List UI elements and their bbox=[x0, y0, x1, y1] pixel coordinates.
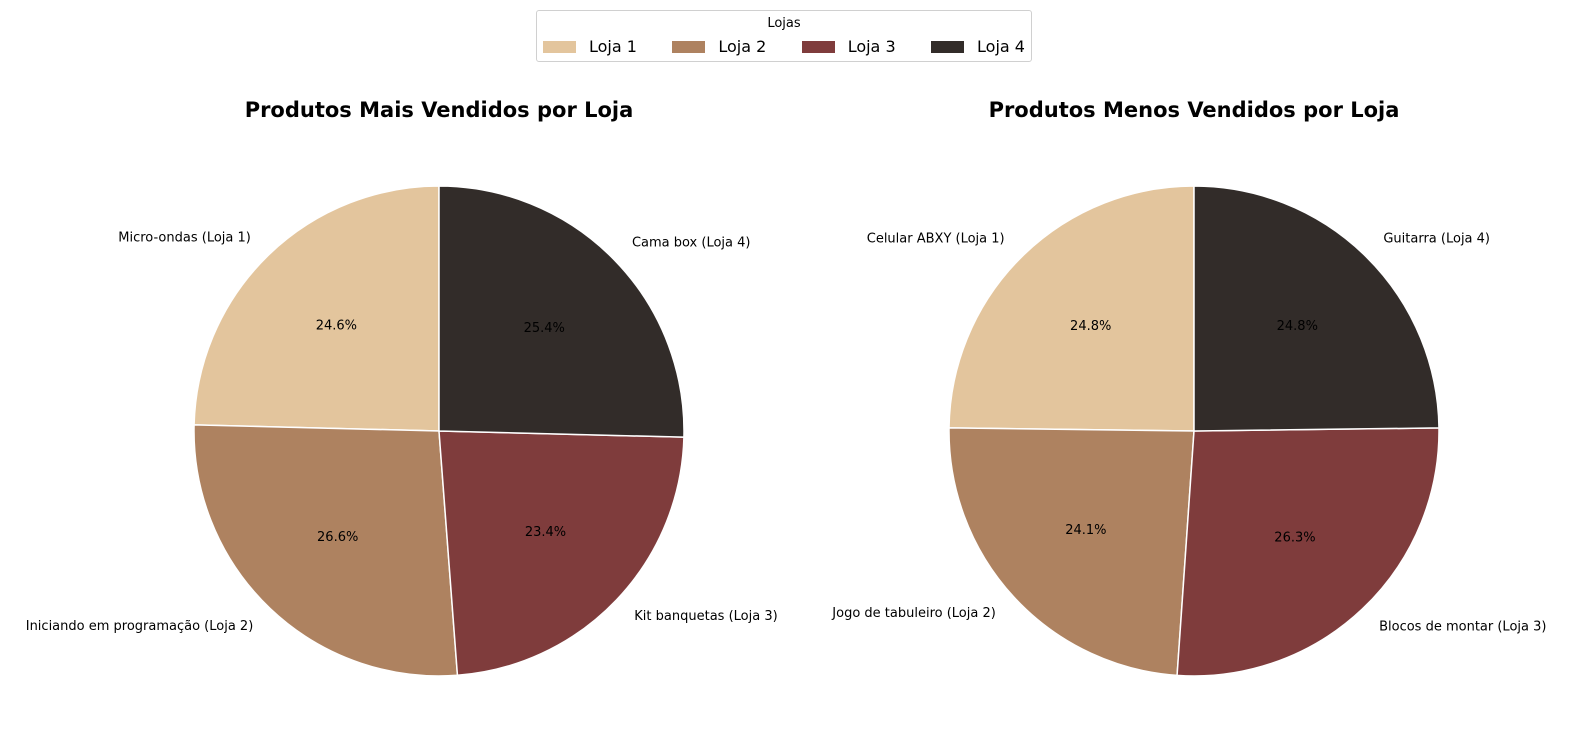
pie-slice-cama-box-loja-4 bbox=[438, 185, 685, 438]
legend-label: Loja 4 bbox=[977, 37, 1025, 56]
legend-title: Lojas bbox=[767, 16, 801, 31]
legend-item-loja-2: Loja 2 bbox=[672, 37, 766, 56]
chart-title: Produtos Mais Vendidos por Loja bbox=[245, 98, 634, 122]
legend-swatch bbox=[931, 40, 965, 53]
slice-percentage: 26.3% bbox=[1274, 530, 1315, 545]
legend-swatch bbox=[672, 40, 706, 53]
pie-slice-iniciando-em-programacao-loja-2 bbox=[193, 424, 459, 677]
pie-slice-jogo-de-tabuleiro-loja-2 bbox=[948, 427, 1195, 677]
slice-label: Blocos de montar (Loja 3) bbox=[1379, 619, 1546, 634]
slice-label: Iniciando em programação (Loja 2) bbox=[26, 619, 254, 634]
legend-swatch bbox=[801, 40, 835, 53]
pie-slice-guitarra-loja-4 bbox=[1193, 185, 1440, 432]
legend-item-loja-4: Loja 4 bbox=[931, 37, 1025, 56]
legend-label: Loja 1 bbox=[589, 37, 637, 56]
slice-label: Celular ABXY (Loja 1) bbox=[867, 232, 1005, 247]
slice-percentage: 24.6% bbox=[316, 318, 357, 333]
legend-item-loja-1: Loja 1 bbox=[543, 37, 637, 56]
slice-percentage: 24.8% bbox=[1277, 319, 1318, 334]
slice-label: Kit banquetas (Loja 3) bbox=[634, 609, 777, 624]
legend: Lojas Loja 1 Loja 2 Loja 3 Loja 4 bbox=[536, 10, 1032, 62]
slice-percentage: 23.4% bbox=[525, 525, 566, 540]
slice-percentage: 26.6% bbox=[317, 530, 358, 545]
slice-label: Guitarra (Loja 4) bbox=[1383, 232, 1490, 247]
slice-percentage: 24.8% bbox=[1070, 319, 1111, 334]
pie-slice-celular-abxy-loja-1 bbox=[948, 185, 1195, 432]
slice-label: Micro-ondas (Loja 1) bbox=[118, 231, 251, 246]
slice-label: Jogo de tabuleiro (Loja 2) bbox=[831, 606, 996, 621]
legend-items: Loja 1 Loja 2 Loja 3 Loja 4 bbox=[543, 37, 1025, 56]
slice-percentage: 25.4% bbox=[524, 321, 565, 336]
pie-chart-least-sellers: Produtos Menos Vendidos por Loja Celular… bbox=[831, 98, 1546, 677]
chart-title: Produtos Menos Vendidos por Loja bbox=[989, 98, 1400, 122]
slice-label: Cama box (Loja 4) bbox=[632, 235, 751, 250]
legend-swatch bbox=[543, 40, 576, 53]
legend-label: Loja 2 bbox=[718, 37, 767, 56]
pie-chart-best-sellers: Produtos Mais Vendidos por Loja Micro-on… bbox=[26, 98, 778, 677]
pie-slice-kit-banquetas-loja-3 bbox=[438, 430, 685, 677]
pie-slice-blocos-de-montar-loja-3 bbox=[1176, 427, 1440, 677]
pie-slice-micro-ondas-loja-1 bbox=[193, 185, 440, 432]
legend-item-loja-3: Loja 3 bbox=[801, 37, 896, 56]
slice-percentage: 24.1% bbox=[1065, 523, 1106, 538]
legend-label: Loja 3 bbox=[847, 37, 896, 56]
